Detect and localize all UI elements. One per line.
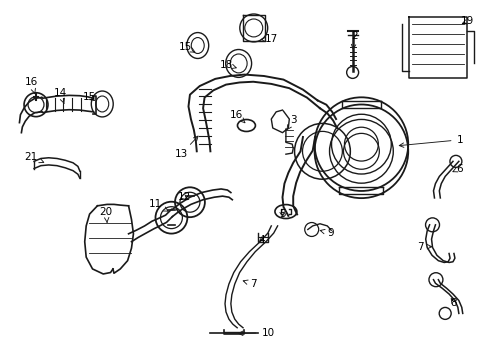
Text: 19: 19 — [460, 17, 473, 27]
Text: 15: 15 — [178, 42, 195, 52]
Text: 9: 9 — [320, 228, 333, 238]
Text: 16: 16 — [230, 110, 244, 123]
Text: 21: 21 — [24, 152, 43, 163]
Text: 7: 7 — [417, 242, 431, 252]
Text: 14: 14 — [54, 88, 67, 104]
Text: 4: 4 — [258, 235, 265, 245]
Text: 17: 17 — [261, 35, 278, 44]
Text: 10: 10 — [238, 328, 274, 338]
Text: 11: 11 — [149, 199, 168, 211]
Text: 20: 20 — [100, 207, 113, 222]
Text: 6: 6 — [452, 163, 462, 174]
Text: 15: 15 — [83, 92, 96, 102]
Text: 12: 12 — [177, 192, 190, 202]
Text: 2: 2 — [350, 31, 357, 49]
Text: 16: 16 — [24, 77, 38, 93]
Text: 7: 7 — [243, 279, 256, 289]
Text: 1: 1 — [399, 135, 462, 147]
Text: 18: 18 — [219, 59, 236, 69]
Text: 13: 13 — [174, 136, 198, 159]
Text: 3: 3 — [286, 115, 296, 130]
Text: 5: 5 — [279, 210, 285, 220]
Text: 8: 8 — [450, 298, 456, 308]
